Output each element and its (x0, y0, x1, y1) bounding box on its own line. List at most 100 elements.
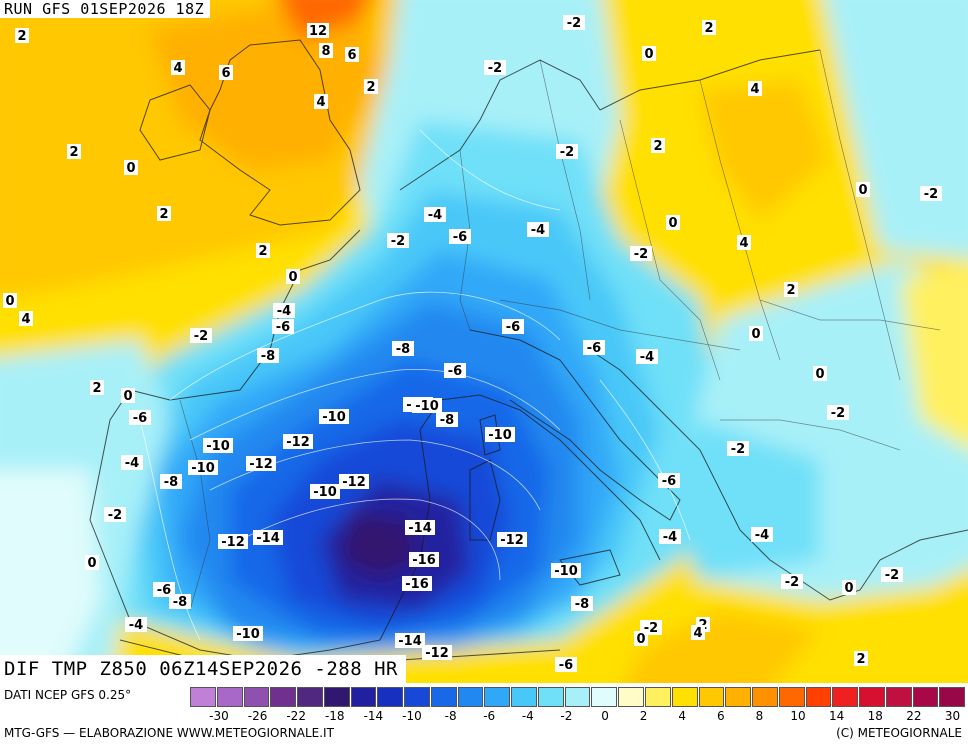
colorbar-swatch (778, 687, 805, 707)
contour-label: 8 (319, 43, 333, 59)
colorbar-swatch (832, 687, 859, 707)
contour-label: 2 (784, 282, 798, 298)
contour-label-bg (256, 243, 270, 258)
coast-ireland (139, 84, 211, 161)
contour-label: -4 (659, 529, 681, 545)
contour-label-text: -6 (157, 583, 171, 598)
data-source: DATI NCEP GFS 0.25° (4, 688, 132, 702)
border-line (619, 119, 721, 381)
contour-label-bg (571, 596, 593, 611)
contour-label: -12 (422, 645, 452, 661)
contour-label-text: 2 (258, 244, 267, 259)
contour-label: -12 (283, 434, 313, 450)
contour-label: -2 (556, 144, 578, 160)
contour-label-text: 4 (173, 61, 182, 76)
contour-label-text: -14 (398, 634, 422, 649)
contour-label-text: 2 (856, 652, 865, 667)
contour-label: 4 (171, 60, 185, 76)
colorbar-tick-label: -18 (324, 709, 345, 723)
contour-label: -8 (571, 596, 593, 612)
contour-label: -2 (630, 246, 652, 262)
contour-label-text: 0 (123, 389, 132, 404)
contour-label-text: 2 (786, 283, 795, 298)
contour-label-bg (188, 460, 218, 475)
contour-label-text: 0 (126, 161, 135, 176)
colorbar-swatch (430, 687, 457, 707)
contour-label-bg (424, 207, 446, 222)
contour-label-text: -6 (453, 230, 467, 245)
contour-label-text: 0 (668, 216, 677, 231)
contour-label: -6 (502, 319, 524, 335)
contour-label-bg (691, 625, 705, 640)
contour-label-bg (90, 380, 104, 395)
colorbar-tick-label: -26 (247, 709, 268, 723)
contour-label-bg (339, 474, 369, 489)
contour-label-text: -10 (206, 439, 230, 454)
temperature-anomaly-map: 2 4 6 12 8 6 2 4 -2 2 0 -2 4 2 0 -2 2 2 0 -2 -4 -6 -4 0 -2 2 4 -2 0 2… (0, 0, 968, 683)
contour-label-bg (666, 215, 680, 230)
contour-label: 4 (314, 94, 328, 110)
contour-label-bg (636, 349, 658, 364)
contour-label-bg (556, 144, 578, 159)
contour-label-text: -6 (559, 658, 573, 673)
contour-label-bg (364, 79, 378, 94)
coast-north-sea (399, 59, 601, 191)
run-title: RUN GFS 01SEP2026 18Z (0, 0, 211, 18)
contour-label: -6 (583, 340, 605, 356)
contour-label-bg (246, 456, 276, 471)
contour-label-text: 0 (858, 183, 867, 198)
contour-label: 2 (15, 28, 29, 44)
contour-label: 2 (157, 206, 171, 222)
contour-label-bg (169, 594, 191, 609)
contour-label-bg (659, 529, 681, 544)
contour-label-bg (218, 534, 248, 549)
contour-label-bg (405, 520, 435, 535)
contour-label-bg (781, 574, 803, 589)
contour-label-bg (190, 328, 212, 343)
contour-label-bg (583, 340, 605, 355)
contour-label-text: 0 (87, 556, 96, 571)
colorbar-tick-label: -2 (560, 709, 573, 723)
contour-label: -2 (727, 441, 749, 457)
colorbar-tick-label: -14 (363, 709, 384, 723)
colorbar-swatch (350, 687, 377, 707)
contour-label: 4 (748, 81, 762, 97)
contour-label-bg (651, 138, 665, 153)
contour-label: 0 (842, 580, 856, 596)
border-line (179, 399, 211, 611)
colorbar-ticks: -30 -26 -22 -18 -14 -10 -8 -6 -4 -2 0 2 4 6 8 10 14 18 22 3… (190, 707, 966, 723)
coast-italy (469, 329, 681, 521)
colorbar-swatch (671, 687, 698, 707)
contour-label-text: 0 (636, 632, 645, 647)
colorbar-tick-label: 4 (678, 709, 687, 723)
contour-label-text: -2 (924, 187, 938, 202)
contour-label-text: 0 (751, 327, 760, 342)
contour-label-bg (171, 60, 185, 75)
border-line (459, 149, 471, 331)
contour-label-text: -12 (342, 475, 366, 490)
colorbar-swatch (377, 687, 404, 707)
colorbar-swatch (323, 687, 350, 707)
colorbar-swatch (404, 687, 430, 707)
contour-label: 0 (124, 160, 138, 176)
contour-label-bg (233, 626, 263, 641)
contour-label-bg (124, 160, 138, 175)
contour-label-text: 2 (17, 29, 26, 44)
contour-label-text: 4 (21, 312, 30, 327)
contour-label: -4 (273, 303, 295, 319)
colorbar-swatch (297, 687, 323, 707)
colorbar-tick-label: -6 (483, 709, 496, 723)
contour-label: -6 (555, 657, 577, 673)
contour-label: 0 (813, 366, 827, 382)
contour-label-bg (727, 441, 749, 456)
colorbar-swatch (939, 687, 966, 707)
border-line (720, 419, 901, 451)
contour-label: 0 (3, 293, 17, 309)
contour-label: -6 (449, 229, 471, 245)
contour-label-bg (642, 46, 656, 61)
contour-label: -12 (497, 532, 527, 548)
contour-label: 2 (364, 79, 378, 95)
border-line (539, 59, 591, 301)
contour-label: -10 (310, 484, 340, 500)
anomaly-field (0, 0, 968, 683)
